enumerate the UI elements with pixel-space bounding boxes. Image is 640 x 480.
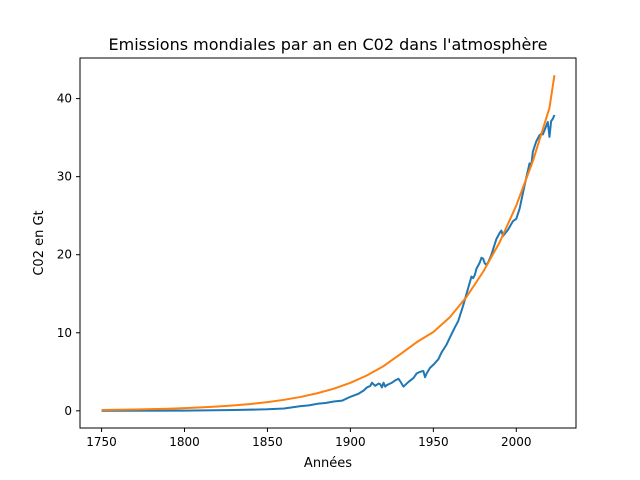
x-tick-label: 1800 [169, 435, 200, 449]
series-line-1 [101, 114, 556, 412]
x-tick-label: 1900 [335, 435, 366, 449]
x-tick-label: 1750 [86, 435, 117, 449]
chart-title: Emissions mondiales par an en C02 dans l… [109, 35, 548, 54]
y-axis-label: C02 en Gt [32, 210, 47, 275]
y-tick-label: 40 [57, 92, 72, 106]
plot-frame [79, 57, 577, 429]
plot-area [80, 58, 576, 428]
x-axis-label: Années [304, 456, 352, 471]
x-tick-label: 1950 [418, 435, 449, 449]
y-tick-label: 0 [64, 404, 72, 418]
y-tick-label: 20 [57, 248, 72, 262]
y-tick-label: 10 [57, 326, 72, 340]
x-tick-label: 1850 [252, 435, 283, 449]
x-tick-label: 2000 [501, 435, 532, 449]
x-axis-ticks: 1750 1800 1850 1900 1950 2000 [86, 428, 532, 449]
series-layer [101, 75, 556, 412]
y-axis-ticks: 0 10 20 30 40 [57, 92, 80, 418]
series-line-2 [101, 75, 556, 411]
y-tick-label: 30 [57, 170, 72, 184]
